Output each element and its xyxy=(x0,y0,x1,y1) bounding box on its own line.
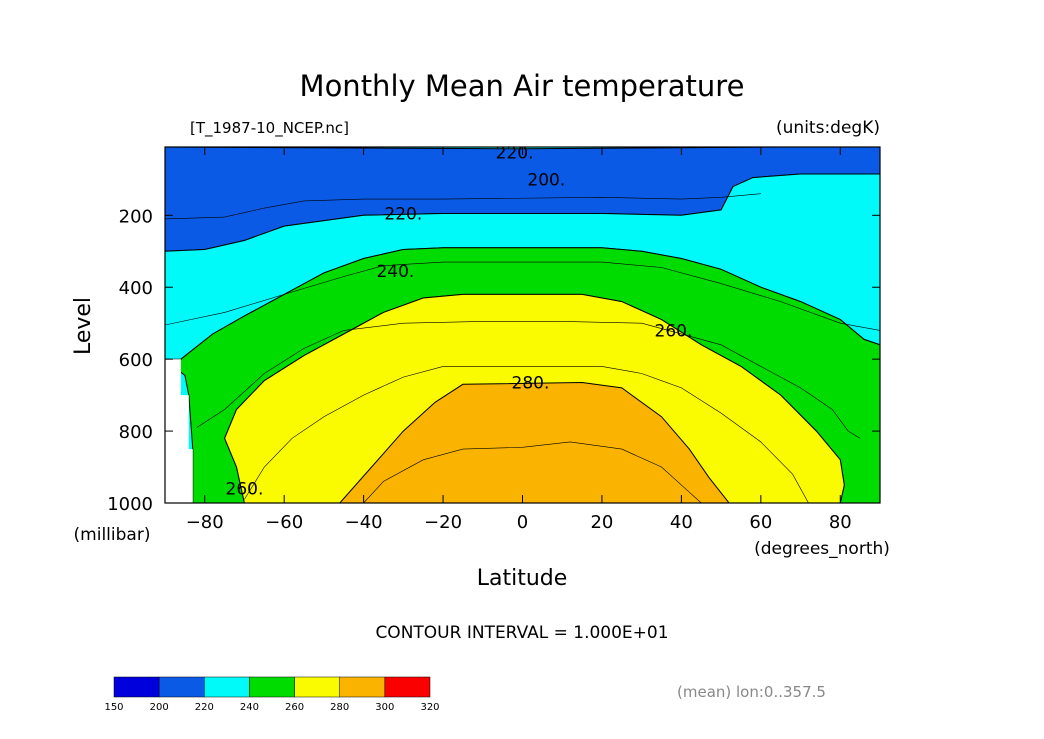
contour-label: 240. xyxy=(376,262,414,282)
x-units-label: (degrees_north) xyxy=(754,539,890,559)
x-tick-label: −40 xyxy=(345,512,383,533)
y-tick-label: 600 xyxy=(119,350,153,371)
colorbar-swatch xyxy=(339,676,386,698)
y-tick-label: 400 xyxy=(119,278,153,299)
colorbar-level-label: 200 xyxy=(150,702,169,713)
plot-area: 220. 200. 220. 240. 260. 280. 260. xyxy=(165,143,880,503)
colorbar-swatch xyxy=(249,676,295,698)
contour-label: 280. xyxy=(512,374,550,394)
y-tick-label: 800 xyxy=(119,422,153,443)
y-tick-label: 200 xyxy=(119,206,153,227)
x-axis: −80 −60 −40 −20 0 20 40 60 80 xyxy=(186,147,852,533)
contour-label: 220. xyxy=(496,143,534,163)
dataset-label: [T_1987-10_NCEP.nc] xyxy=(190,119,349,138)
contour-line-4 xyxy=(244,366,809,503)
y-tick-label: 1000 xyxy=(107,494,153,515)
x-tick-label: −80 xyxy=(186,512,224,533)
colorbar-swatch xyxy=(294,676,340,698)
contour-label: 220. xyxy=(384,205,422,225)
filled-region-280-300 xyxy=(339,381,730,503)
x-axis-title: Latitude xyxy=(477,566,568,591)
colorbar: 150 200 220 240 260 280 300 320 xyxy=(104,676,440,713)
colorbar-swatch xyxy=(113,676,160,698)
missing-data-region xyxy=(165,359,193,503)
colorbar-swatch xyxy=(204,676,250,698)
y-axis-title: Level xyxy=(71,297,96,355)
colorbar-swatch xyxy=(158,676,205,698)
colorbar-level-label: 260 xyxy=(285,702,304,713)
units-label: (units:degK) xyxy=(776,118,880,138)
contour-line-2 xyxy=(165,261,880,331)
x-tick-label: 20 xyxy=(590,512,613,533)
colorbar-level-label: 220 xyxy=(195,702,214,713)
colorbar-level-label: 280 xyxy=(330,702,349,713)
x-tick-label: 40 xyxy=(670,512,693,533)
colorbar-swatch xyxy=(384,676,431,698)
contour-label: 200. xyxy=(527,170,565,190)
y-axis: 200 400 600 800 1000 xyxy=(107,206,880,515)
x-tick-label: 80 xyxy=(829,512,852,533)
x-tick-label: 0 xyxy=(517,512,528,533)
colorbar-level-label: 150 xyxy=(104,702,123,713)
chart-title: Monthly Mean Air temperature xyxy=(300,69,745,103)
contour-line-1 xyxy=(165,193,761,220)
contour-label: 260. xyxy=(226,480,264,500)
x-tick-label: −20 xyxy=(424,512,462,533)
x-tick-label: −60 xyxy=(265,512,303,533)
colorbar-level-label: 300 xyxy=(375,702,394,713)
contour-interval-label: CONTOUR INTERVAL = 1.000E+01 xyxy=(375,623,668,643)
colorbar-level-label: 320 xyxy=(420,702,439,713)
footnote-label: (mean) lon:0..357.5 xyxy=(677,683,826,701)
y-units-label: (millibar) xyxy=(74,525,151,545)
x-tick-label: 60 xyxy=(749,512,772,533)
colorbar-level-label: 240 xyxy=(240,702,259,713)
contour-line-5 xyxy=(363,441,702,503)
contour-line-3 xyxy=(196,321,861,439)
contour-label: 260. xyxy=(655,321,693,341)
